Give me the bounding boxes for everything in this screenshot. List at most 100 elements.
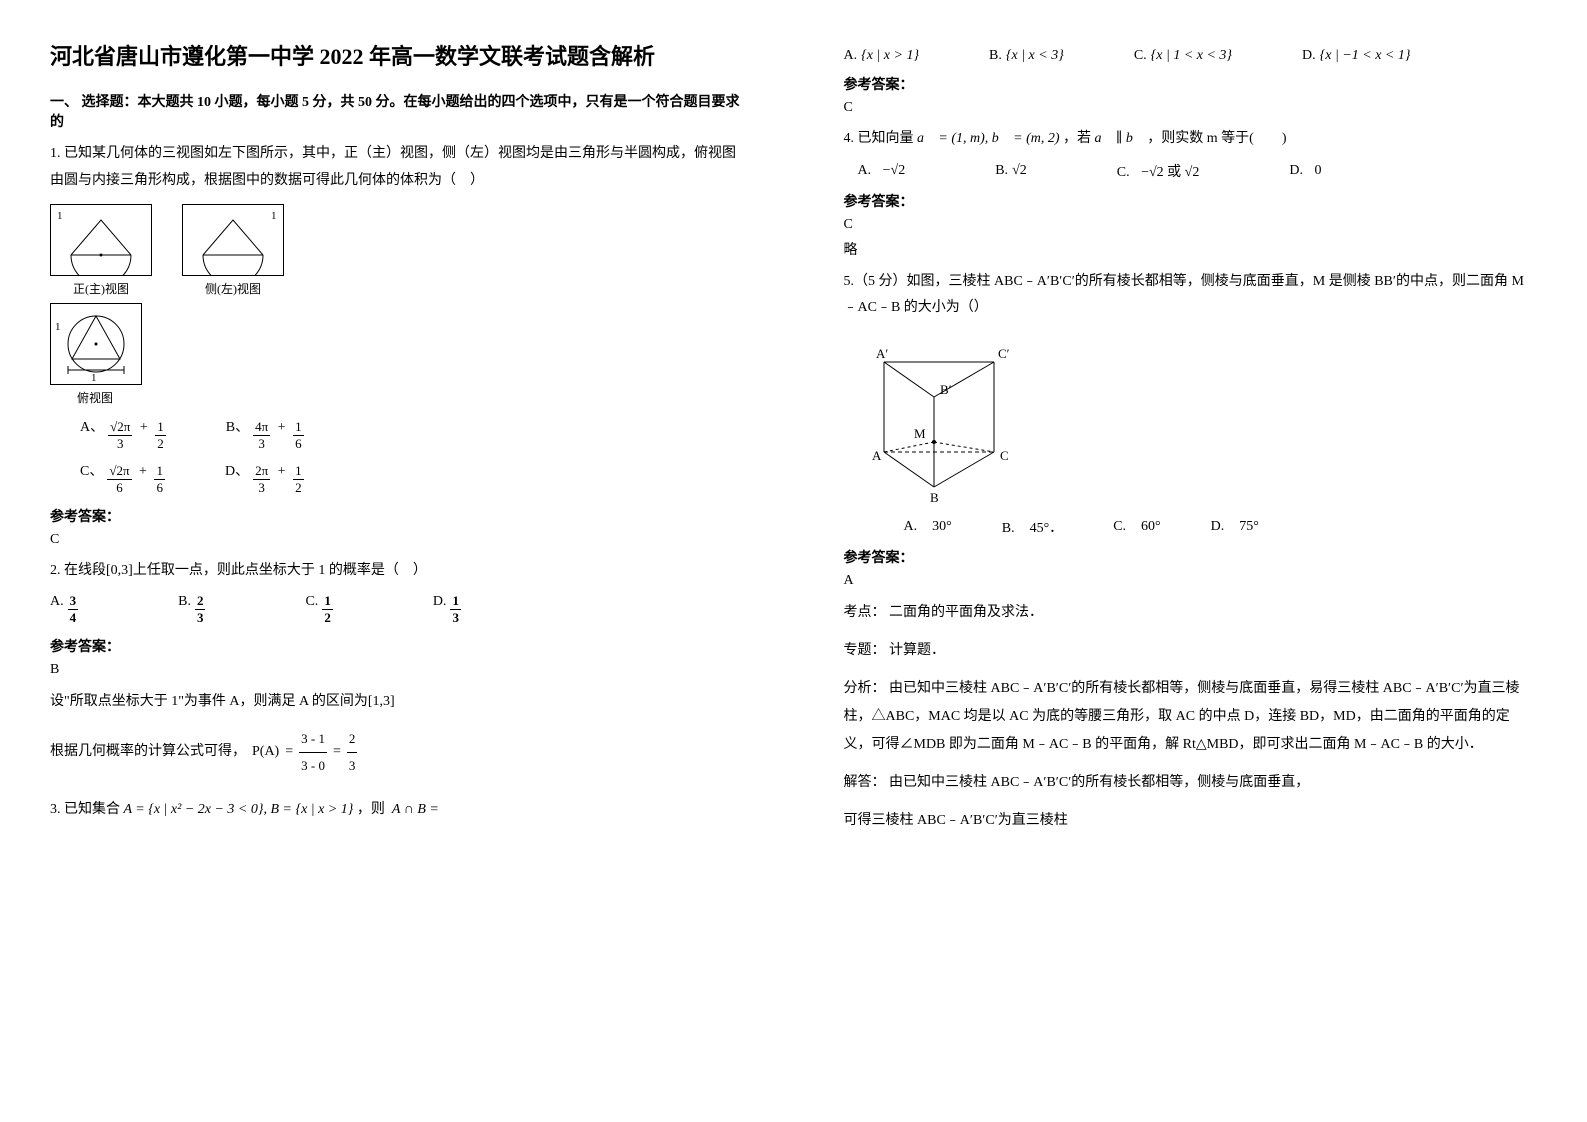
q1-answer: C: [50, 532, 744, 548]
q4-vec: a⃗ = (1, m), b⃗ = (m, 2): [917, 131, 1060, 146]
q1-answer-label: 参考答案：: [50, 506, 744, 526]
q5-opt-a-val: 30°: [932, 519, 952, 535]
right-column: A. {x | x > 1} B. {x | x < 3} C. {x | 1 …: [794, 0, 1587, 1122]
q2-explain1: 设"所取点坐标大于 1"为事件 A，则满足 A 的区间为[1,3]: [50, 688, 744, 716]
q5-opt-a-label: A.: [904, 519, 918, 535]
q1-opt-a: A、 √2π3 + 12: [80, 416, 166, 452]
q4-opt-d-label: D.: [1289, 163, 1303, 179]
q2-answer: B: [50, 662, 744, 678]
q2-opt-b: B. 23: [178, 593, 205, 626]
svg-text:1: 1: [55, 321, 61, 333]
q3-opt-a: A. {x | x > 1}: [844, 48, 920, 64]
svg-text:A′: A′: [876, 346, 888, 361]
q2-answer-label: 参考答案：: [50, 636, 744, 656]
q5-stem: 5.（5 分）如图，三棱柱 ABC﹣A′B′C′的所有棱长都相等，侧棱与底面垂直…: [844, 269, 1538, 322]
q4-opt-c-val: −√2 或 √2: [1141, 161, 1199, 181]
q5-p5: 可得三棱柱 ABC﹣A′B′C′为直三棱柱: [844, 807, 1538, 835]
q1-opt-a-label: A、: [80, 416, 104, 436]
q4-stem-suffix: ，则实数 m 等于( ): [1147, 131, 1286, 146]
q3-opt-c: C. {x | 1 < x < 3}: [1134, 48, 1232, 64]
q5-opt-d-val: 75°: [1239, 519, 1259, 535]
q4-stem: 4. 已知向量 a⃗ = (1, m), b⃗ = (m, 2) ，若 a⃗ ∥…: [844, 126, 1538, 153]
svg-text:1: 1: [271, 210, 277, 222]
q5-answer: A: [844, 573, 1538, 589]
q4-options: A. −√2 B. √2 C. −√2 或 √2 D. 0: [858, 161, 1538, 181]
q3-opt-d-label: D.: [1302, 48, 1316, 64]
q4-stem-mid: ，若: [1063, 131, 1091, 146]
q2-opt-a-label: A.: [50, 594, 64, 610]
q1-opt-d-label: D、: [225, 460, 249, 480]
q5-p1: 考点： 二面角的平面角及求法．: [844, 599, 1538, 627]
q1-opt-b-label: B、: [226, 416, 249, 436]
q4-opt-a: A. −√2: [858, 163, 906, 179]
q1-opt-c-label: C、: [80, 460, 103, 480]
q1-options-row1: A、 √2π3 + 12 B、 4π3 + 16: [80, 416, 744, 452]
q3-stem-suffix: A ∩ B =: [392, 802, 439, 817]
q3-answer-label: 参考答案：: [844, 74, 1538, 94]
q4-opt-d-val: 0: [1314, 163, 1321, 179]
svg-text:M: M: [914, 426, 926, 441]
q2-stem: 2. 在线段[0,3]上任取一点，则此点坐标大于 1 的概率是（ ）: [50, 558, 744, 585]
svg-text:B′: B′: [940, 382, 952, 397]
q3-opt-b-label: B.: [989, 48, 1002, 64]
q1-top-view-label: 俯视图: [50, 389, 140, 406]
left-column: 河北省唐山市遵化第一中学 2022 年高一数学文联考试题含解析 一、 选择题：本…: [0, 0, 794, 1122]
q3-opt-b-val: {x | x < 3}: [1006, 48, 1064, 64]
q3-stem-prefix: 3. 已知集合: [50, 802, 120, 817]
q3-answer: C: [844, 100, 1538, 116]
q1-side-view-label: 侧(左)视图: [182, 280, 284, 297]
q1-opt-d: D、 2π3 + 12: [225, 460, 304, 496]
q5-opt-b-val: 45°．: [1030, 517, 1064, 537]
svg-text:C′: C′: [998, 346, 1010, 361]
q2-explain2-pa: P(A): [252, 738, 279, 766]
q4-opt-d: D. 0: [1289, 163, 1321, 179]
q5-p2: 专题： 计算题．: [844, 637, 1538, 665]
q3-opt-b: B. {x | x < 3}: [989, 48, 1064, 64]
q1-side-view: 1: [182, 204, 284, 276]
q3-opt-d: D. {x | −1 < x < 1}: [1302, 48, 1410, 64]
q3-options: A. {x | x > 1} B. {x | x < 3} C. {x | 1 …: [844, 48, 1538, 64]
q5-opt-d: D. 75°: [1211, 519, 1259, 535]
q2-opt-b-label: B.: [178, 594, 191, 610]
svg-text:1: 1: [57, 210, 63, 222]
q5-opt-a: A. 30°: [904, 519, 952, 535]
q4-opt-a-val: −√2: [883, 163, 906, 179]
q5-opt-d-label: D.: [1211, 519, 1225, 535]
q1-stem: 1. 已知某几何体的三视图如左下图所示，其中，正（主）视图，侧（左）视图均是由三…: [50, 141, 744, 194]
q4-answer: C: [844, 217, 1538, 233]
q3-opt-c-val: {x | 1 < x < 3}: [1151, 48, 1232, 64]
q3-opt-d-val: {x | −1 < x < 1}: [1320, 48, 1411, 64]
q4-opt-c-label: C.: [1117, 165, 1130, 181]
q5-answer-label: 参考答案：: [844, 547, 1538, 567]
q2-explain2-prefix: 根据几何概率的计算公式可得，: [50, 738, 246, 766]
q3-stem-mid: ，则: [357, 802, 385, 817]
q2-options: A. 34 B. 23 C. 12 D. 13: [50, 593, 744, 626]
q5-p3: 分析： 由已知中三棱柱 ABC﹣A′B′C′的所有棱长都相等，侧棱与底面垂直，易…: [844, 675, 1538, 759]
q5-opt-c-val: 60°: [1141, 519, 1161, 535]
q4-opt-b: B. √2: [995, 163, 1027, 179]
q2-opt-d-label: D.: [433, 594, 447, 610]
q4-note: 略: [844, 239, 1538, 259]
q4-opt-b-label: B.: [995, 163, 1008, 179]
q2-opt-a: A. 34: [50, 593, 78, 626]
q5-opt-c-label: C.: [1113, 519, 1126, 535]
q4-opt-c: C. −√2 或 √2: [1117, 161, 1200, 181]
q1-top-view: 1 1: [50, 303, 142, 385]
q2-opt-c: C. 12: [305, 593, 332, 626]
svg-text:C: C: [1000, 448, 1009, 463]
q1-opt-c: C、 √2π6 + 16: [80, 460, 165, 496]
q1-figure: 1 正(主)视图 1: [50, 204, 744, 406]
q5-figure: A′ C′ B′ A C B M: [864, 332, 1538, 507]
q3-opt-a-label: A.: [844, 48, 858, 64]
q2-opt-d: D. 13: [433, 593, 461, 626]
q3-stem-set: A = {x | x² − 2x − 3 < 0}, B = {x | x > …: [124, 802, 354, 817]
q4-answer-label: 参考答案：: [844, 191, 1538, 211]
q5-options: A. 30° B. 45°． C. 60° D. 75°: [904, 517, 1538, 537]
q4-opt-a-label: A.: [858, 163, 872, 179]
q1-main-view-label: 正(主)视图: [50, 280, 152, 297]
q4-stem-prefix: 4. 已知向量: [844, 131, 914, 146]
svg-text:B: B: [930, 490, 939, 502]
q1-main-view: 1: [50, 204, 152, 276]
q3-opt-c-label: C.: [1134, 48, 1147, 64]
svg-text:1: 1: [91, 372, 97, 384]
